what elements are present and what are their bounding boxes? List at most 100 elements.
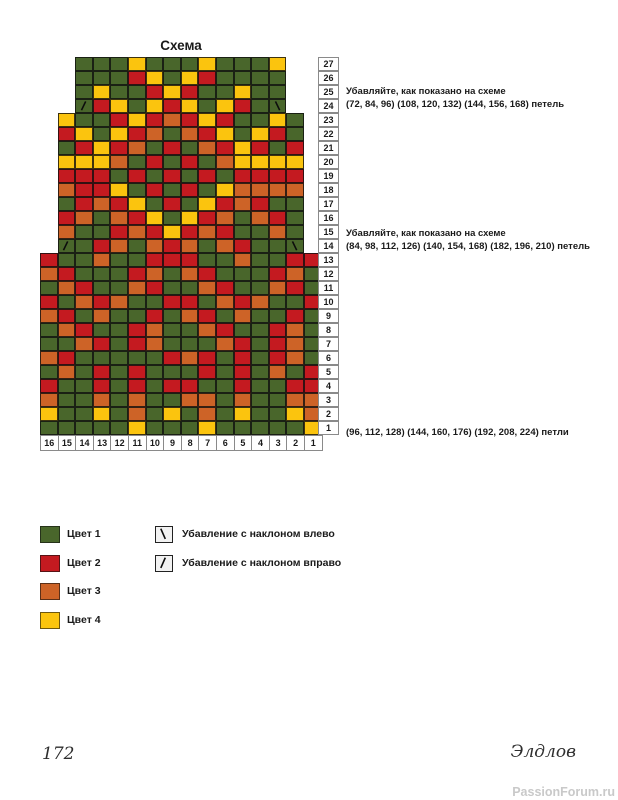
grid-cell [198,379,216,393]
grid-cell [233,71,252,85]
grid-cell [57,309,76,323]
grid-cell [75,169,93,183]
grid-cell [216,225,234,239]
row-number-label: 11 [318,281,339,295]
grid-cell [163,239,181,253]
grid-cell [145,379,164,393]
grid-cell [251,239,269,253]
grid-cell [216,211,234,225]
grid-cell [198,183,216,197]
grid-cell [198,211,216,225]
grid-cell [268,337,287,351]
grid-cell [268,393,287,407]
row-number-label: 3 [318,393,339,407]
annotation-middle-line1: Убавляйте, как показано на схеме [346,228,506,239]
grid-cell [216,85,234,99]
grid-cell [40,267,58,281]
grid-cell [286,169,304,183]
grid-cell [163,113,181,127]
decrease-left-icon [291,241,298,251]
grid-cell [216,351,234,365]
grid-cell [40,253,58,267]
grid-cell [145,113,164,127]
grid-cell [40,379,58,393]
grid-cell [268,351,287,365]
grid-cell [268,295,287,309]
row-number-label: 13 [318,253,339,267]
grid-cell [110,57,128,71]
row-number-label: 27 [318,57,339,71]
row-number-label: 24 [318,99,339,113]
grid-cell [286,211,304,225]
row-number-label: 22 [318,127,339,141]
grid-cell [233,421,252,435]
grid-cell [92,295,111,309]
grid-cell [145,267,164,281]
grid-cell [198,281,216,295]
column-number-label: 2 [286,435,305,451]
grid-cell [110,295,128,309]
grid-cell [180,127,199,141]
grid-cell [216,239,234,253]
grid-cell [128,197,146,211]
grid-cell [145,407,164,421]
row-number-label: 4 [318,379,339,393]
grid-cell [163,267,181,281]
grid-cell [92,197,111,211]
grid-cell [110,421,128,435]
grid-cell [198,225,216,239]
grid-cell [128,393,146,407]
grid-cell [92,99,111,113]
grid-cell [163,127,181,141]
grid-cell [216,197,234,211]
row-number-label: 25 [318,85,339,99]
decrease-legend-label: Убавление с наклоном вправо [182,556,342,569]
grid-cell [163,99,181,113]
grid-cell [233,365,252,379]
grid-cell [286,127,304,141]
legend-color-label: Цвет 2 [67,556,101,569]
grid-cell [180,239,199,253]
grid-cell [304,337,322,351]
grid-cell [128,309,146,323]
grid-cell [75,281,93,295]
grid-cell [92,85,111,99]
grid-cell [233,379,252,393]
grid-cell [57,225,76,239]
grid-cell [286,337,304,351]
row-number-label: 10 [318,295,339,309]
grid-cell [268,407,287,421]
grid-cell [216,57,234,71]
grid-cell [286,407,304,421]
grid-cell [286,225,304,239]
grid-cell [110,127,128,141]
grid-cell [75,197,93,211]
grid-cell [251,85,269,99]
decrease-right-legend-box [155,554,173,572]
grid-cell [198,197,216,211]
grid-cell [110,267,128,281]
grid-cell [198,99,216,113]
grid-cell [233,57,252,71]
grid-cell [180,197,199,211]
grid-cell [163,421,181,435]
grid-cell [251,225,269,239]
grid-cell [216,253,234,267]
grid-cell [110,379,128,393]
column-number-label: 3 [268,435,288,451]
grid-cell [180,155,199,169]
grid-cell [145,141,164,155]
grid-cell [286,393,304,407]
grid-cell [233,85,252,99]
decrease-left-icon [160,528,167,540]
grid-cell [57,337,76,351]
grid-cell [57,421,76,435]
grid-cell [75,85,93,99]
grid-cell [180,295,199,309]
row-number-label: 1 [318,421,339,435]
grid-cell [75,351,93,365]
grid-cell-decrease-left [268,99,287,113]
grid-cell [75,267,93,281]
grid-cell [128,365,146,379]
grid-cell [198,169,216,183]
